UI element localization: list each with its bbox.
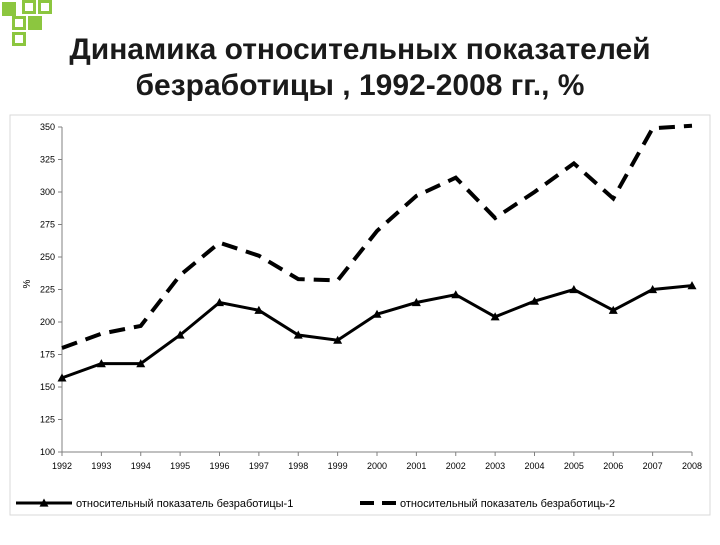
y-tick-label: 275 xyxy=(40,220,55,230)
series-1-point xyxy=(333,335,343,344)
x-tick-label: 2002 xyxy=(446,461,466,471)
series-1-point xyxy=(136,359,146,368)
series-1-point xyxy=(411,298,421,307)
series-1-point xyxy=(490,312,500,321)
x-tick-label: 1994 xyxy=(131,461,151,471)
y-tick-label: 250 xyxy=(40,252,55,262)
x-tick-label: 2008 xyxy=(682,461,702,471)
series-1-point xyxy=(57,373,67,382)
tick-labels: 100 125 150 175 200 225 250 275 300 325 350 1992 199… xyxy=(40,122,702,471)
series-1-point xyxy=(175,330,185,339)
legend-series-2-label: относительный показатель безработиць-2 xyxy=(400,498,615,510)
x-tick-label: 1993 xyxy=(91,461,111,471)
x-tick-label: 1996 xyxy=(209,461,229,471)
title-line-2: безработицы , 1992-2008 гг., % xyxy=(135,69,585,102)
x-tick-label: 1995 xyxy=(170,461,190,471)
x-tick-label: 2007 xyxy=(643,461,663,471)
axes xyxy=(58,126,693,456)
series-1-point xyxy=(215,298,224,307)
x-tick-label: 1997 xyxy=(249,461,269,471)
x-tick-label: 2005 xyxy=(564,461,584,471)
y-tick-label: 350 xyxy=(40,122,55,132)
series-1-point xyxy=(254,305,264,314)
series-1-point xyxy=(608,305,618,314)
y-tick-label: 125 xyxy=(40,415,55,425)
legend: относительный показатель безработицы-1 от… xyxy=(16,498,615,510)
y-tick-label: 225 xyxy=(40,285,55,295)
corner-decoration xyxy=(0,0,60,50)
series-1-point xyxy=(372,309,382,318)
series-2-line xyxy=(61,123,693,350)
series-1-point xyxy=(96,359,106,368)
series-1-point xyxy=(293,330,303,339)
title-line-1: Динамика относительных показателей xyxy=(69,33,651,66)
series-1-point xyxy=(648,285,658,294)
y-tick-label: 200 xyxy=(40,317,55,327)
x-tick-label: 2003 xyxy=(485,461,505,471)
y-axis-label: % xyxy=(22,279,33,288)
y-tick-label: 175 xyxy=(40,350,55,360)
x-tick-label: 1999 xyxy=(328,461,348,471)
x-tick-label: 1998 xyxy=(288,461,308,471)
series-1-line xyxy=(61,284,693,380)
series-1-point xyxy=(451,290,461,299)
x-tick-label: 2004 xyxy=(524,461,544,471)
y-tick-label: 325 xyxy=(40,155,55,165)
y-tick-label: 100 xyxy=(40,447,55,457)
plot-frame xyxy=(9,114,711,516)
y-tick-label: 300 xyxy=(40,187,55,197)
series-1-point xyxy=(687,281,697,290)
series-1-point xyxy=(569,285,579,294)
series-group xyxy=(57,123,697,382)
slide-title: Динамика относительных показателей безра… xyxy=(30,32,690,104)
x-tick-label: 2001 xyxy=(406,461,426,471)
series-1-point xyxy=(530,296,539,305)
x-tick-label: 2000 xyxy=(367,461,387,471)
x-tick-label: 1992 xyxy=(52,461,72,471)
legend-series-1-marker xyxy=(39,498,49,507)
x-tick-label: 2006 xyxy=(603,461,623,471)
y-tick-label: 150 xyxy=(40,382,55,392)
legend-series-1-label: относительный показатель безработицы-1 xyxy=(76,498,293,510)
